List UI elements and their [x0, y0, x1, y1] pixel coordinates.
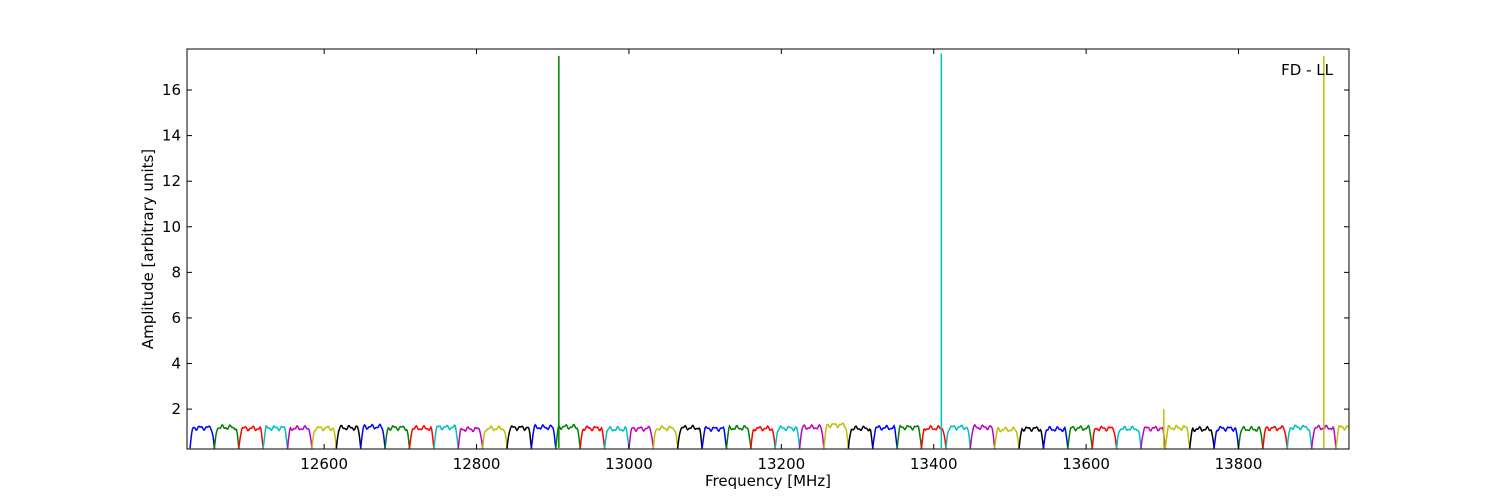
band-series-40 [1164, 424, 1191, 449]
band-series-45 [1286, 424, 1313, 449]
band-series-13 [506, 425, 533, 449]
band-series-5 [311, 425, 338, 449]
y-tick-label: 12 [162, 172, 181, 190]
band-series-6 [335, 424, 362, 449]
band-series-33 [993, 426, 1020, 449]
band-series-2 [238, 425, 264, 449]
band-series-47 [1335, 425, 1349, 449]
band-series-22 [725, 424, 752, 449]
x-tick-label: 13600 [1062, 455, 1110, 473]
y-tick-label: 16 [162, 81, 181, 99]
band-series-15 [555, 423, 581, 449]
band-series-37 [1091, 425, 1118, 449]
panel-annotation: FD - LL [1281, 61, 1333, 79]
band-series-35 [1042, 425, 1069, 449]
band-series-26 [823, 422, 850, 449]
x-tick-label: 13400 [910, 455, 958, 473]
y-tick-label: 6 [171, 309, 181, 327]
band-series-42 [1213, 425, 1240, 449]
y-tick-label: 10 [162, 218, 181, 236]
band-series-9 [408, 424, 435, 449]
x-axis-label: Frequency [MHz] [705, 472, 831, 490]
band-series-17 [603, 425, 630, 449]
band-series-19 [652, 424, 679, 449]
band-series-10 [433, 424, 460, 449]
band-series-23 [750, 425, 776, 449]
x-tick-label: 13000 [605, 455, 653, 473]
band-series-25 [798, 423, 825, 449]
x-tick-label: 12800 [453, 455, 501, 473]
band-series-21 [701, 425, 728, 449]
band-series-11 [457, 426, 484, 449]
band-series-18 [628, 425, 655, 449]
band-series-1 [213, 423, 240, 449]
band-series-20 [676, 424, 703, 449]
band-series-41 [1188, 425, 1215, 449]
band-series-7 [359, 423, 386, 449]
x-axis-ticks: 12600 12800 13000 13200 13400 13600 13800 [300, 49, 1262, 473]
band-series-28 [872, 424, 898, 449]
band-series-12 [481, 425, 508, 449]
y-tick-label: 4 [171, 355, 181, 373]
y-axis-ticks: 2 4 6 8 10 12 14 16 [162, 81, 1349, 418]
band-series-34 [1018, 426, 1045, 449]
spikes-layer [558, 53, 1325, 448]
band-series-24 [774, 424, 801, 449]
plot-frame [186, 48, 1350, 450]
y-axis-label: Amplitude [arbitrary units] [139, 149, 157, 349]
band-series-8 [384, 424, 411, 449]
band-series-39 [1140, 425, 1167, 449]
band-series-38 [1115, 425, 1142, 449]
band-series-44 [1262, 425, 1289, 449]
x-tick-label: 13800 [1215, 455, 1263, 473]
y-tick-label: 2 [171, 400, 181, 418]
band-series-27 [847, 425, 874, 449]
band-series-3 [262, 424, 289, 449]
band-series-31 [945, 424, 972, 449]
band-series-14 [530, 423, 557, 449]
x-tick-label: 12600 [300, 455, 348, 473]
x-tick-label: 13200 [757, 455, 805, 473]
band-series-16 [579, 425, 606, 449]
y-tick-label: 14 [162, 127, 181, 145]
band-series-36 [1067, 424, 1093, 449]
series-layer [189, 422, 1349, 449]
band-series-32 [969, 423, 996, 449]
y-tick-label: 8 [171, 263, 181, 281]
band-series-43 [1237, 425, 1264, 449]
band-series-0 [189, 425, 216, 449]
band-series-4 [286, 424, 313, 449]
band-series-29 [896, 424, 923, 449]
